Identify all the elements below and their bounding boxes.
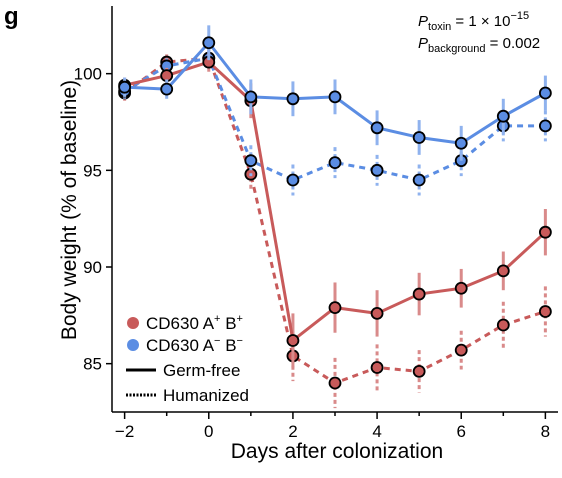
legend-red-sup1: + bbox=[214, 313, 220, 325]
data-point bbox=[328, 301, 342, 315]
legend-blue-sup2: − bbox=[237, 335, 243, 347]
data-point bbox=[496, 109, 510, 123]
legend-red-mid: B bbox=[220, 314, 236, 333]
x-tick-label: 4 bbox=[372, 422, 381, 441]
data-point bbox=[454, 136, 468, 150]
legend-solid-label: Germ-free bbox=[163, 361, 240, 380]
data-point bbox=[412, 173, 426, 187]
y-axis-title: Body weight (% of baseline) bbox=[58, 80, 81, 340]
data-point bbox=[412, 131, 426, 144]
p-background-text: Pbackground = 0.002 bbox=[418, 35, 540, 55]
data-point bbox=[370, 306, 384, 320]
data-point bbox=[538, 305, 552, 318]
p-toxin-text: Ptoxin = 1 × 10−15 bbox=[418, 10, 529, 33]
x-axis-title: Days after colonization bbox=[231, 440, 443, 463]
data-point bbox=[328, 376, 342, 390]
legend-blue-prefix: CD630 A bbox=[146, 336, 215, 355]
x-tick-label: 8 bbox=[541, 422, 550, 441]
data-point bbox=[328, 156, 342, 170]
legend-red-sup2: + bbox=[237, 313, 243, 325]
p-toxin-symbol: P bbox=[418, 13, 428, 30]
legend: CD630 A+ B+ CD630 A− B− Germ-free Humani… bbox=[126, 313, 249, 405]
legend-red-prefix: CD630 A bbox=[146, 314, 215, 333]
data-point bbox=[118, 80, 132, 94]
x-tick-label: 6 bbox=[456, 422, 465, 441]
p-toxin-exponent: −15 bbox=[510, 10, 529, 22]
data-point bbox=[412, 287, 426, 301]
data-point bbox=[538, 86, 552, 100]
series-0 bbox=[118, 52, 552, 368]
legend-blue-sup1: − bbox=[214, 335, 220, 347]
series-line bbox=[123, 56, 546, 182]
data-point bbox=[286, 92, 300, 106]
legend-red-marker bbox=[127, 317, 139, 329]
x-tick-label: 2 bbox=[288, 422, 297, 441]
data-point bbox=[454, 281, 468, 295]
y-tick-label: 95 bbox=[83, 161, 102, 180]
legend-dashed-label: Humanized bbox=[163, 386, 249, 405]
p-background-value: = 0.002 bbox=[486, 35, 541, 52]
y-tick-label: 100 bbox=[74, 65, 102, 84]
p-toxin-subscript: toxin bbox=[428, 21, 451, 33]
p-toxin-value: = 1 × 10 bbox=[451, 13, 510, 30]
data-point bbox=[160, 82, 174, 96]
legend-red-label: CD630 A+ B+ bbox=[146, 313, 243, 333]
legend-blue-label: CD630 A− B− bbox=[146, 335, 243, 355]
series-2 bbox=[118, 25, 552, 161]
p-value-annotation: Ptoxin = 1 × 10−15 Pbackground = 0.002 bbox=[418, 10, 540, 55]
x-tick-label: −2 bbox=[115, 422, 134, 441]
data-point bbox=[370, 163, 384, 177]
data-point bbox=[496, 318, 510, 332]
data-point bbox=[370, 121, 384, 135]
panel-letter: g bbox=[4, 3, 19, 30]
legend-blue-marker bbox=[127, 339, 139, 351]
x-ticks: −2 0 2 4 6 8 bbox=[115, 412, 550, 441]
data-point bbox=[160, 69, 174, 82]
data-point bbox=[454, 343, 468, 357]
data-point bbox=[244, 154, 258, 168]
data-point bbox=[412, 364, 426, 378]
data-point bbox=[244, 90, 258, 104]
data-point bbox=[370, 361, 384, 374]
data-point bbox=[328, 90, 342, 104]
data-point bbox=[538, 225, 552, 239]
data-point bbox=[202, 36, 216, 50]
p-background-symbol: P bbox=[418, 35, 428, 52]
y-ticks: 85 90 95 100 bbox=[74, 65, 112, 374]
series-3 bbox=[118, 48, 552, 196]
series-layer bbox=[118, 25, 552, 409]
y-tick-label: 85 bbox=[83, 355, 102, 374]
x-tick-label: 0 bbox=[204, 422, 213, 441]
data-point bbox=[286, 173, 300, 187]
legend-blue-mid: B bbox=[220, 336, 236, 355]
y-tick-label: 90 bbox=[83, 258, 102, 277]
data-point bbox=[496, 264, 510, 278]
data-point bbox=[538, 119, 552, 133]
p-background-subscript: background bbox=[428, 43, 486, 55]
data-point bbox=[286, 334, 300, 347]
